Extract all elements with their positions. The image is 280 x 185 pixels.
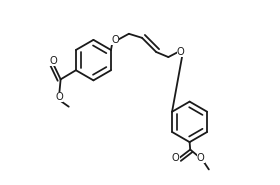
- Text: O: O: [197, 153, 205, 163]
- Text: O: O: [177, 47, 184, 57]
- Text: O: O: [172, 153, 179, 163]
- Text: O: O: [111, 35, 119, 45]
- Text: O: O: [50, 56, 57, 66]
- Text: O: O: [55, 92, 63, 102]
